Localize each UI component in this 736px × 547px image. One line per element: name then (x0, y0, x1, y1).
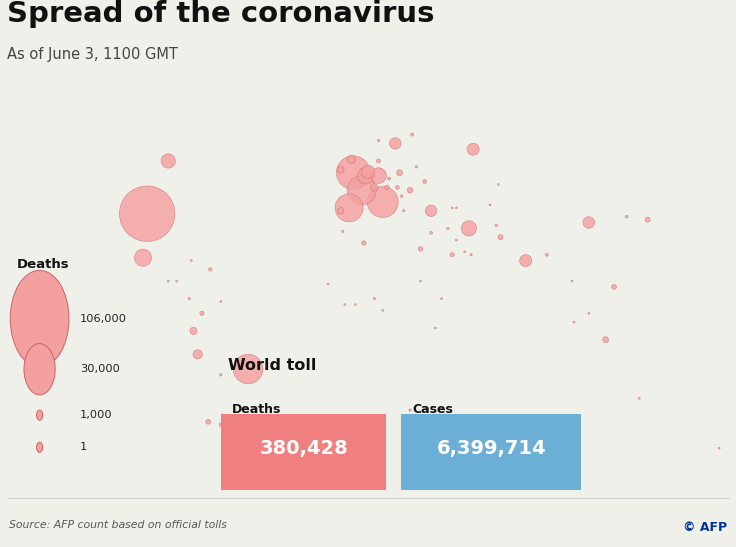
Text: 106,000: 106,000 (80, 313, 127, 324)
Point (335, 206, 347, 215)
Point (446, 203, 458, 212)
Point (713, 444, 725, 452)
Point (404, 186, 416, 195)
Point (343, 203, 355, 212)
Point (396, 192, 408, 201)
Point (163, 156, 174, 165)
Point (215, 420, 227, 429)
Point (171, 277, 183, 286)
Point (369, 294, 381, 303)
Point (467, 145, 479, 154)
Point (425, 206, 437, 215)
Point (372, 136, 384, 145)
Text: 1,000: 1,000 (80, 410, 113, 420)
Point (450, 236, 462, 245)
Point (642, 215, 654, 224)
Point (411, 162, 422, 171)
Point (398, 206, 410, 215)
Point (406, 130, 418, 139)
Text: 6,399,714: 6,399,714 (436, 439, 546, 458)
Point (163, 277, 174, 286)
Point (358, 238, 369, 247)
Point (583, 218, 595, 227)
Point (392, 183, 403, 192)
Point (568, 318, 580, 327)
Point (322, 280, 334, 288)
Text: World toll: World toll (228, 358, 316, 373)
Point (459, 247, 470, 256)
Point (425, 229, 437, 237)
Point (583, 309, 595, 318)
Point (335, 165, 347, 174)
Text: Deaths: Deaths (232, 403, 281, 416)
Point (492, 180, 504, 189)
Point (362, 167, 374, 176)
Point (369, 183, 381, 192)
Point (196, 309, 208, 318)
Text: Spread of the coronavirus: Spread of the coronavirus (7, 0, 435, 28)
Point (183, 294, 195, 303)
Circle shape (37, 410, 43, 420)
Point (520, 256, 531, 265)
Point (419, 177, 431, 186)
Text: Deaths: Deaths (17, 258, 70, 271)
Point (600, 335, 612, 344)
Point (484, 201, 496, 210)
Point (566, 277, 578, 286)
Point (620, 212, 632, 221)
Point (372, 171, 384, 180)
Point (192, 350, 204, 359)
Text: © AFP: © AFP (683, 521, 727, 534)
Point (377, 197, 389, 206)
Point (414, 277, 426, 286)
Point (350, 300, 361, 309)
Point (490, 221, 502, 230)
Point (360, 171, 372, 180)
Point (339, 300, 351, 309)
Point (141, 210, 153, 218)
Point (337, 227, 349, 236)
Point (436, 294, 447, 303)
Text: 1: 1 (80, 443, 88, 452)
Point (137, 253, 149, 262)
Text: 30,000: 30,000 (80, 364, 120, 374)
Point (450, 203, 462, 212)
Point (205, 265, 216, 274)
Point (202, 417, 214, 426)
Point (463, 224, 475, 233)
Point (215, 370, 227, 379)
Text: 380,428: 380,428 (259, 439, 348, 458)
Text: Cases: Cases (412, 403, 453, 416)
Point (414, 245, 426, 253)
Point (345, 155, 357, 164)
Point (185, 256, 197, 265)
Circle shape (10, 270, 69, 367)
Point (429, 324, 441, 333)
Point (381, 183, 393, 192)
Point (442, 224, 454, 233)
Point (389, 139, 401, 148)
Point (372, 156, 384, 165)
Text: As of June 3, 1100 GMT: As of June 3, 1100 GMT (7, 48, 178, 62)
FancyBboxPatch shape (401, 414, 581, 490)
Point (355, 186, 367, 195)
Point (215, 297, 227, 306)
Point (465, 251, 477, 259)
Point (495, 233, 506, 242)
Point (541, 251, 553, 259)
Text: Source: AFP count based on official tolls: Source: AFP count based on official toll… (9, 520, 227, 530)
Point (608, 283, 620, 292)
Point (394, 168, 406, 177)
Point (347, 168, 359, 177)
Point (446, 251, 458, 259)
Circle shape (37, 443, 43, 452)
Circle shape (24, 344, 55, 395)
Point (242, 365, 254, 374)
Point (188, 327, 199, 335)
FancyBboxPatch shape (221, 414, 386, 490)
Point (383, 174, 395, 183)
Point (634, 394, 645, 403)
Point (404, 406, 416, 415)
Point (377, 306, 389, 315)
